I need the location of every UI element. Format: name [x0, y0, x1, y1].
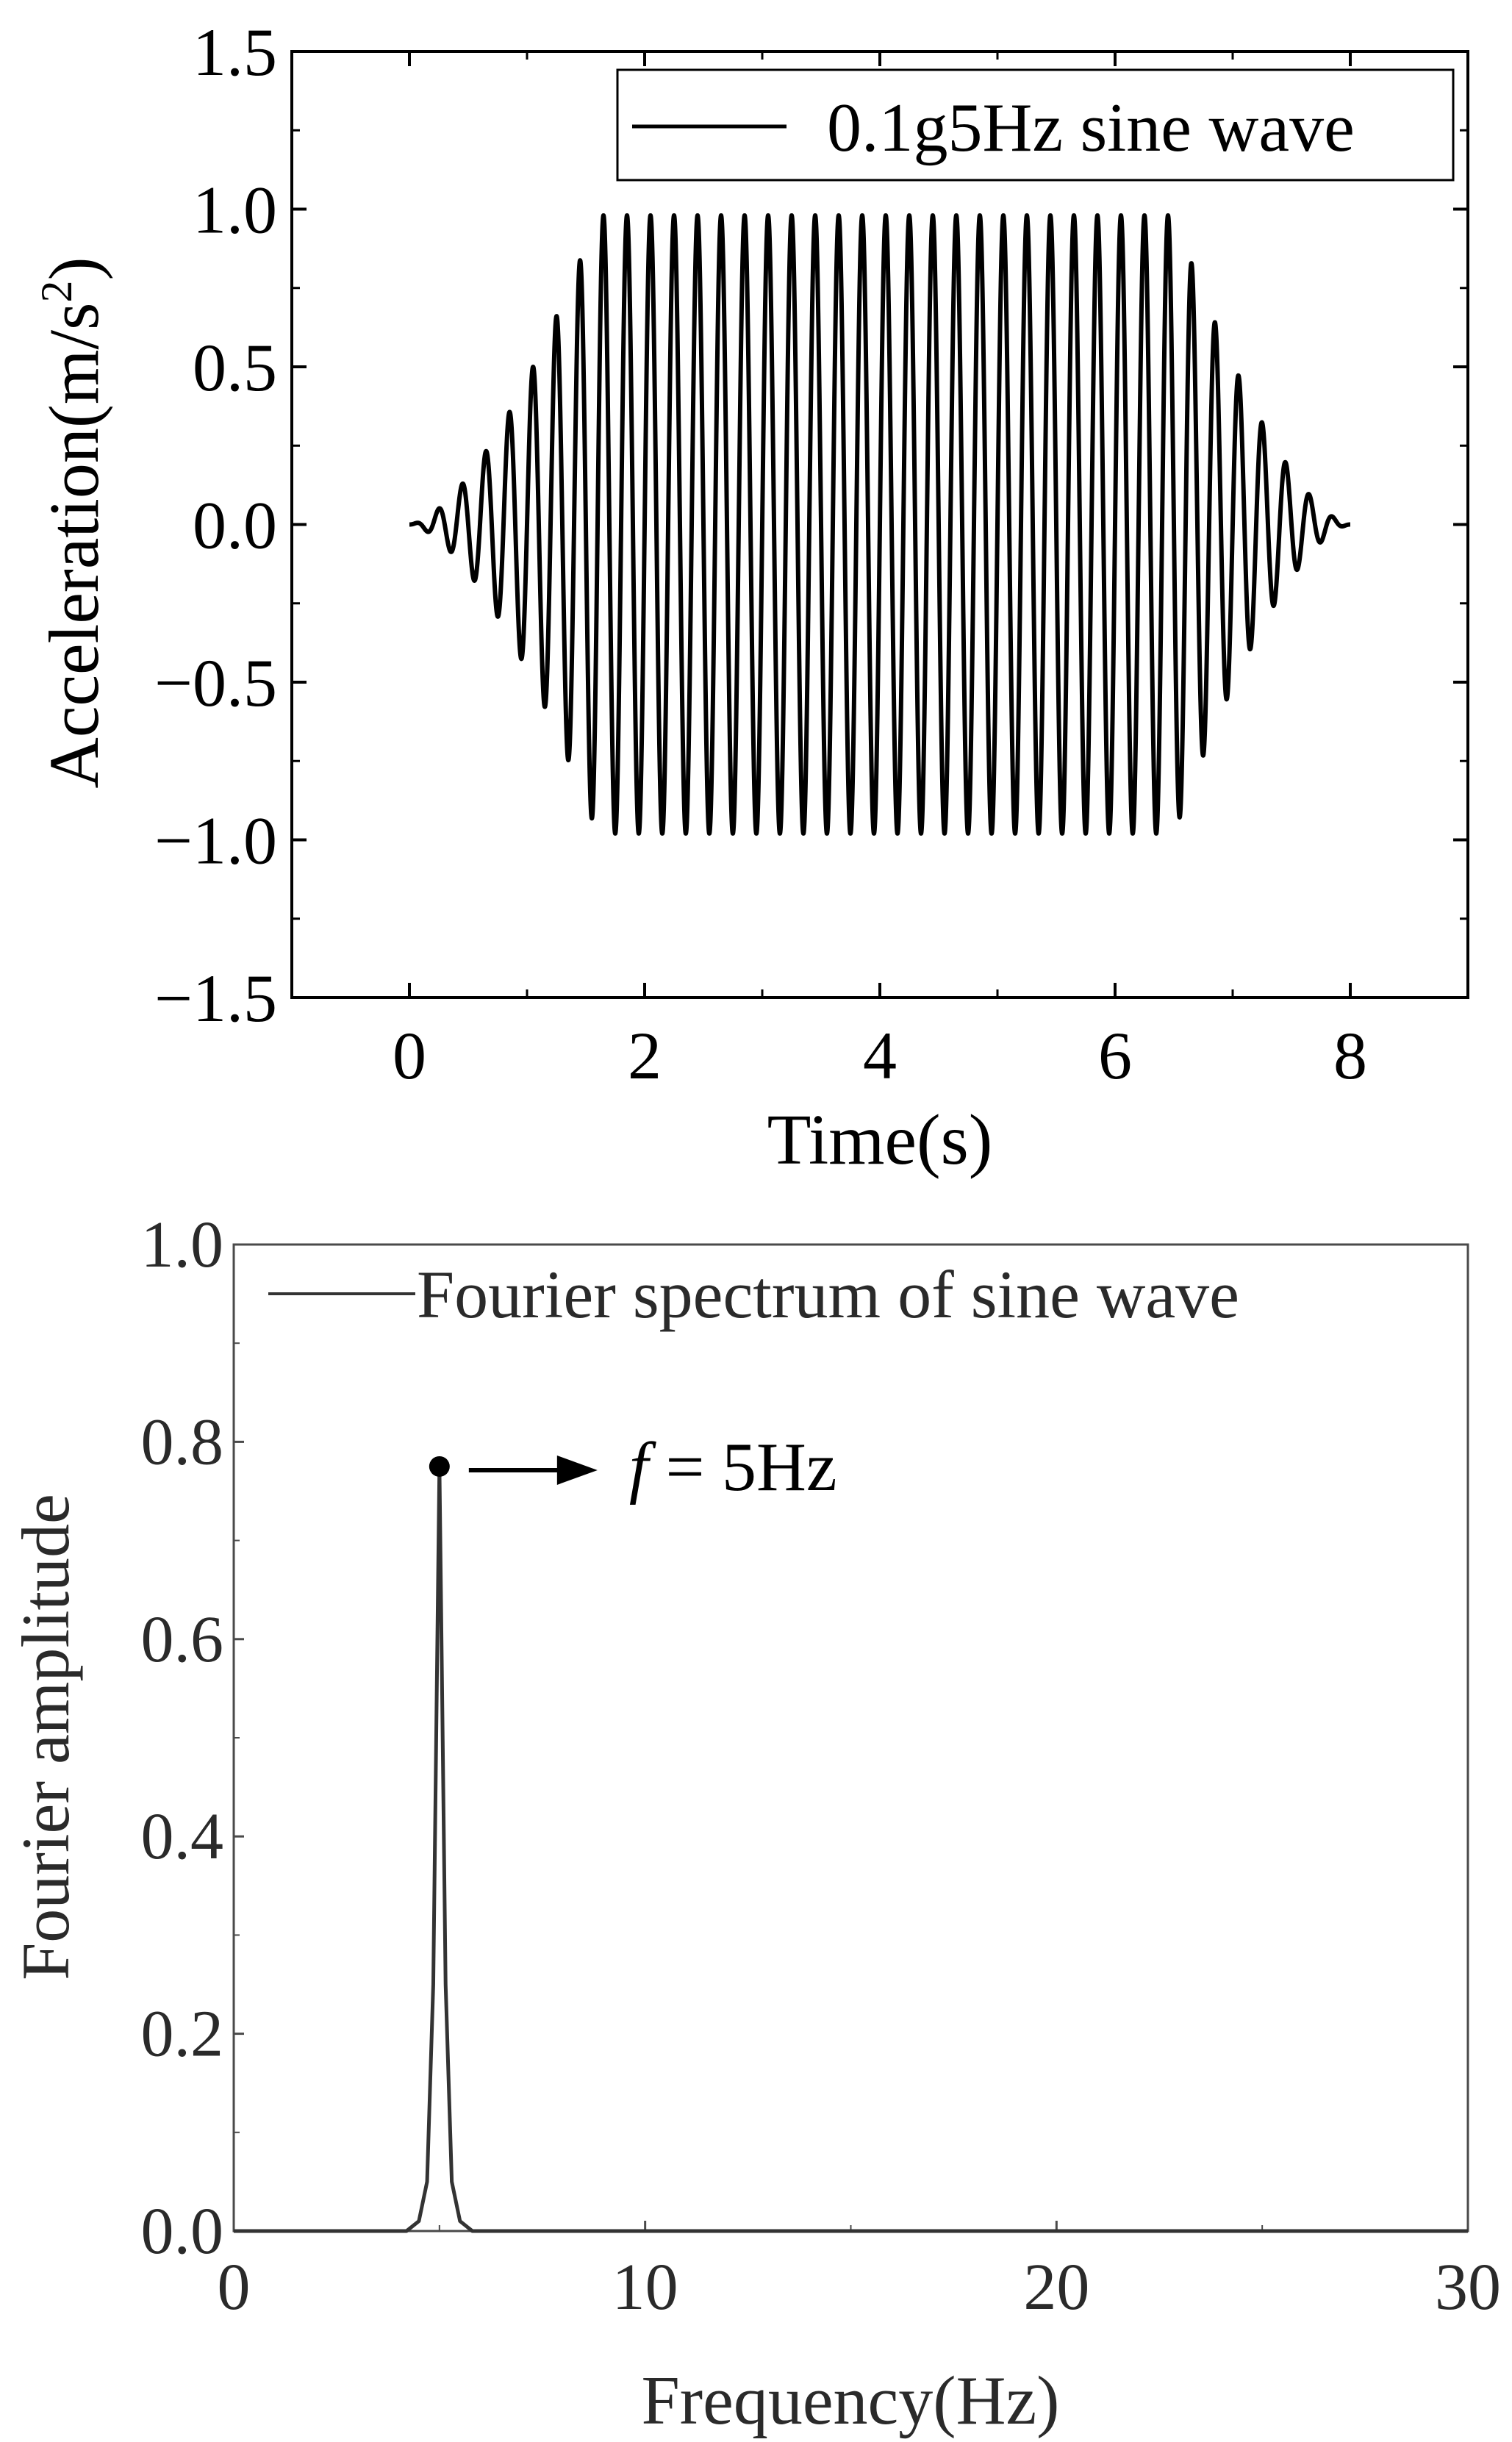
acceleration-x-tick-label: 4 — [863, 1018, 897, 1093]
fourier-x-tick-label: 10 — [612, 2251, 678, 2324]
fourier-y-tick-label: 0.6 — [141, 1603, 224, 1676]
fourier-y-tick-label: 0.2 — [141, 1998, 224, 2071]
fourier-y-tick-label: 0.0 — [141, 2195, 224, 2268]
fourier-y-tick-label: 0.8 — [141, 1406, 224, 1478]
acceleration-x-ticks: 0 2 4 6 8 — [290, 51, 1469, 1093]
acceleration-y-tick-label: 0.5 — [193, 330, 277, 405]
acceleration-x-tick-label: 6 — [1098, 1018, 1132, 1093]
fourier-x-tick-label: 0 — [218, 2251, 251, 2324]
acceleration-y-axis-title: Acceleration(m/s2) — [32, 257, 113, 789]
fourier-x-ticks: 0 10 20 30 — [218, 2221, 1501, 2324]
fourier-legend-label: Fourier spectrum of sine wave — [417, 1257, 1239, 1332]
fourier-y-tick-label: 1.0 — [141, 1209, 224, 1281]
acceleration-y-tick-label: 1.0 — [193, 173, 277, 248]
peak-annotation-text: f = 5Hz — [629, 1429, 837, 1505]
fourier-y-tick-label: 0.4 — [141, 1800, 224, 1873]
fourier-y-axis-title: Fourier amplitude — [8, 1494, 83, 1980]
peak-marker — [429, 1455, 450, 1477]
fourier-plot-frame — [232, 1243, 1469, 2232]
acceleration-series-line — [407, 213, 1352, 836]
acceleration-legend: 0.1g5Hz sine wave — [616, 68, 1455, 182]
fourier-x-tick-label: 20 — [1023, 2251, 1089, 2324]
acceleration-chart: 1.5 1.0 0.5 0.0 −0.5 −1.0 −1.5 0 2 4 6 8 0.1g5Hz s… — [32, 15, 1469, 1180]
peak-annotation: f = 5Hz — [429, 1429, 837, 1505]
acceleration-y-tick-label: 1.5 — [193, 15, 277, 90]
fourier-x-tick-label: 30 — [1435, 2251, 1501, 2324]
acceleration-y-axis-title-main: Acceleration(m/s — [35, 302, 113, 788]
fourier-legend: Fourier spectrum of sine wave — [268, 1257, 1239, 1332]
peak-arrow-head — [556, 1455, 598, 1485]
acceleration-y-axis-title-close: ) — [35, 257, 113, 281]
acceleration-x-tick-label: 8 — [1333, 1018, 1367, 1093]
acceleration-x-axis-title: Time(s) — [767, 1100, 993, 1180]
acceleration-y-axis-title-sup: 2 — [32, 280, 81, 302]
acceleration-y-tick-label: 0.0 — [193, 488, 277, 563]
fourier-chart: 1.0 0.8 0.6 0.4 0.2 0.0 0 10 20 30 Fourier spect… — [8, 1209, 1501, 2439]
acceleration-y-tick-label: −1.0 — [154, 803, 277, 878]
acceleration-y-tick-label: −0.5 — [154, 645, 277, 720]
acceleration-legend-label: 0.1g5Hz sine wave — [827, 90, 1355, 166]
acceleration-y-ticks: 1.5 1.0 0.5 0.0 −0.5 −1.0 −1.5 — [154, 15, 1468, 1036]
peak-annotation-value: = 5Hz — [648, 1429, 837, 1505]
fourier-x-axis-title: Frequency(Hz) — [642, 2363, 1060, 2439]
fourier-y-ticks: 1.0 0.8 0.6 0.4 0.2 0.0 — [141, 1209, 244, 2268]
acceleration-y-tick-label: −1.5 — [154, 961, 277, 1036]
fourier-series-line — [234, 1464, 1468, 2233]
acceleration-x-tick-label: 2 — [628, 1018, 662, 1093]
acceleration-x-tick-label: 0 — [393, 1018, 426, 1093]
